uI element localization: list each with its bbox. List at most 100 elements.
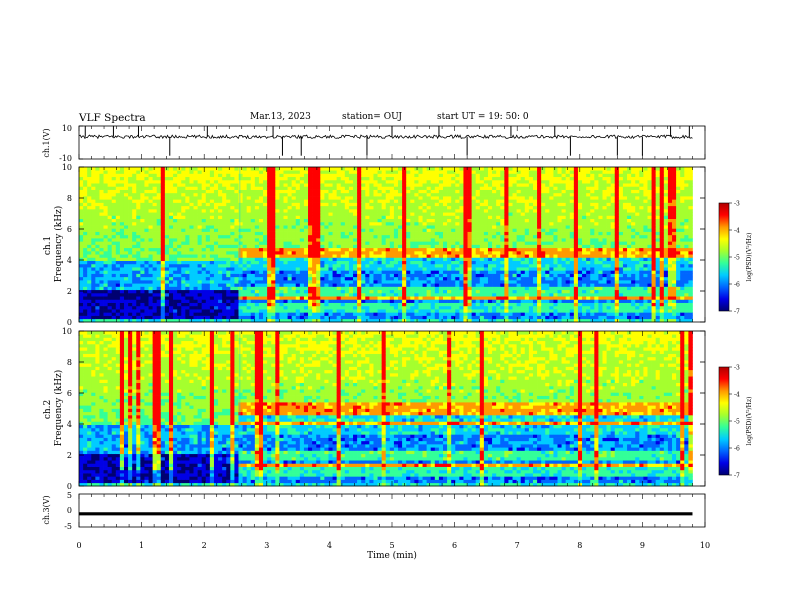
spectrogram-cell [479,205,485,210]
spectrogram-cell [291,312,297,316]
spectrogram-cell [340,179,346,184]
spectrogram-cell [263,208,268,213]
spectrogram-cell [156,289,162,294]
spectrogram-cell [205,173,211,178]
spectrogram-cell [226,318,231,323]
spectrogram-cell [205,276,211,281]
spectrogram-cell [226,192,231,197]
spectrogram-cell [132,234,137,239]
spectrogram-cell [373,305,378,310]
spectrogram-cell [287,280,293,284]
spectrogram-cell [463,218,468,223]
spectrogram-cell [250,183,256,187]
spectrogram-cell [115,228,121,232]
spectrogram-cell [353,186,358,190]
spectrogram-cell [463,276,468,281]
spectrogram-cell [242,292,248,297]
spectrogram-cell [213,273,219,278]
spectrogram-cell [164,312,170,316]
spectrogram-cell [238,273,243,278]
spectrogram-cell [164,170,170,174]
spectrogram-cell [308,270,313,274]
spectrogram-cell [140,228,145,232]
spectrogram-cell [283,234,288,239]
spectrogram-cell [242,218,248,223]
spectrogram-cell [455,170,460,174]
spectrogram-cell [459,260,464,265]
spectrogram-cell [218,173,223,178]
spectrogram-cell [492,212,497,216]
spectrogram-cell [328,312,333,316]
spectrogram-cell [389,186,395,190]
spectrogram-cell [79,315,84,320]
spectrogram-cell [173,280,178,284]
spectrogram-cell [168,309,174,313]
spectrogram-cell [87,208,92,213]
spectrogram-cell [291,215,297,220]
spectrogram-cell [132,205,137,210]
spectrogram-cell [87,189,92,194]
spectrogram-cell [303,263,309,268]
spectrogram-cell [189,309,194,313]
spectrogram-cell [459,263,464,268]
spectrogram-cell [160,257,166,261]
spectrogram-cell [95,179,100,184]
spectrogram-cell [119,225,125,229]
spectrogram-cell [438,196,444,200]
spectrogram-cell [91,215,96,220]
spectrogram-cell [222,176,227,181]
spectrogram-cell [467,302,472,307]
spectrogram-cell [344,267,350,271]
spectrogram-cell [406,312,411,316]
spectrogram-cell [177,196,182,200]
spectrogram-cell [434,186,440,190]
spectrogram-cell [156,234,162,239]
spectrogram-cell [398,231,403,236]
spectrogram-cell [381,192,387,197]
spectrogram-cell [434,267,440,271]
spectrogram-cell [287,221,293,226]
spectrogram-cell [487,257,493,261]
spectrogram-cell [263,179,268,184]
spectrogram-cell [115,176,121,181]
spectrogram-cell [451,276,456,281]
spectrogram-cell [226,309,231,313]
spectrogram-cell [181,263,186,268]
spectrogram-cell [136,231,141,236]
spectrogram-cell [471,179,477,184]
spectrogram-cell [479,192,485,197]
spectrogram-cell [373,260,378,265]
spectrogram-cell [438,260,444,265]
spectrogram-cell [87,250,92,255]
spectrogram-cell [177,299,182,303]
spectrogram-cell [414,189,419,194]
spectrogram-cell [275,196,280,200]
spectrogram-cell [332,318,338,323]
spectrogram-cell [312,267,317,271]
spectrogram-cell [447,315,452,320]
spectrogram-cell [234,318,239,323]
spectrogram-cell [234,260,239,265]
spectrogram-cell [500,312,505,316]
spectrogram-cell [242,296,248,300]
spectrogram-cell [226,202,231,207]
spectrogram-cell [426,254,432,258]
spectrogram-cell [320,228,325,232]
spectrogram-cell [267,238,272,242]
spectrogram-cell [422,250,427,255]
spectrogram-cell [230,280,235,284]
spectrogram-cell [483,299,489,303]
spectrogram-cell [295,212,301,216]
spectrogram-cell [492,238,497,242]
spectrogram-cell [328,212,333,216]
spectrogram-cell [177,231,182,236]
spectrogram-cell [483,234,489,239]
spectrogram-cell [254,267,260,271]
spectrogram-cell [365,231,370,236]
spectrogram-cell [455,183,460,187]
spectrogram-cell [393,238,399,242]
spectrogram-cell [430,260,436,265]
spectrogram-cell [275,250,280,255]
spectrogram-cell [414,238,419,242]
spectrogram-cell [119,318,125,323]
